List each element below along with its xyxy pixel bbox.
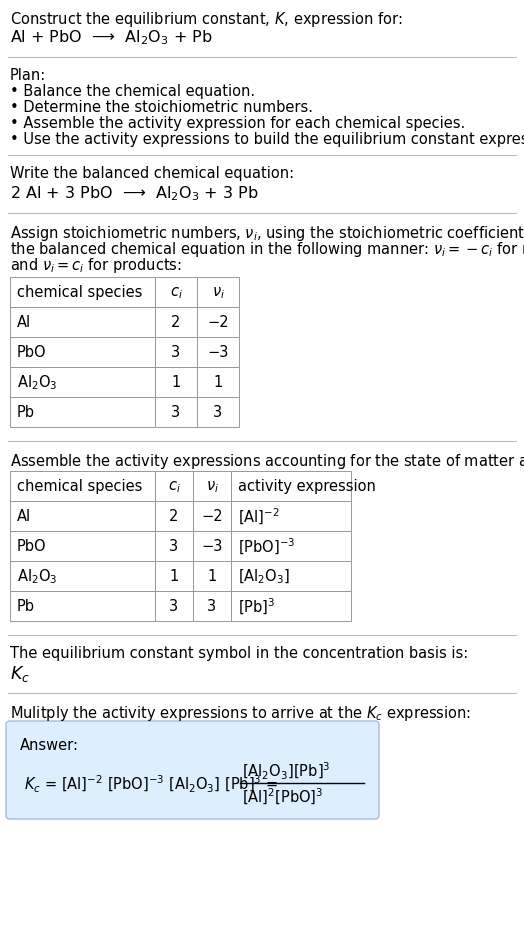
Text: 1: 1 xyxy=(208,569,216,584)
Text: 3: 3 xyxy=(169,599,179,614)
Text: $[\mathrm{Al}]^2[\mathrm{PbO}]^3$: $[\mathrm{Al}]^2[\mathrm{PbO}]^3$ xyxy=(242,786,323,806)
Text: chemical species: chemical species xyxy=(17,479,143,494)
Bar xyxy=(197,398,239,427)
Text: $c_i$: $c_i$ xyxy=(170,285,182,301)
Bar xyxy=(155,367,197,398)
Text: Al$_2$O$_3$: Al$_2$O$_3$ xyxy=(17,373,58,392)
Text: 2: 2 xyxy=(169,509,179,524)
Text: Write the balanced chemical equation:: Write the balanced chemical equation: xyxy=(10,166,294,181)
Text: Construct the equilibrium constant, $K$, expression for:: Construct the equilibrium constant, $K$,… xyxy=(10,10,402,29)
Text: Al: Al xyxy=(17,315,31,330)
Text: [Al]$^{-2}$: [Al]$^{-2}$ xyxy=(238,506,280,526)
Text: the balanced chemical equation in the following manner: $\nu_i = -c_i$ for react: the balanced chemical equation in the fo… xyxy=(10,240,524,259)
Text: $\nu_i$: $\nu_i$ xyxy=(205,479,219,494)
Text: 3: 3 xyxy=(169,539,179,554)
Text: • Balance the chemical equation.: • Balance the chemical equation. xyxy=(10,84,255,99)
Bar xyxy=(10,502,155,531)
Text: PbO: PbO xyxy=(17,346,47,360)
Text: 3: 3 xyxy=(213,405,223,420)
Text: 3: 3 xyxy=(171,405,181,420)
Bar xyxy=(193,562,231,591)
Text: Al + PbO  ⟶  Al$_2$O$_3$ + Pb: Al + PbO ⟶ Al$_2$O$_3$ + Pb xyxy=(10,28,213,47)
Bar xyxy=(197,338,239,367)
Bar xyxy=(155,531,193,562)
Text: Assemble the activity expressions accounting for the state of matter and $\nu_i$: Assemble the activity expressions accoun… xyxy=(10,451,524,470)
Text: Al$_2$O$_3$: Al$_2$O$_3$ xyxy=(17,567,58,585)
Bar xyxy=(193,531,231,562)
Text: 2 Al + 3 PbO  ⟶  Al$_2$O$_3$ + 3 Pb: 2 Al + 3 PbO ⟶ Al$_2$O$_3$ + 3 Pb xyxy=(10,184,258,203)
Text: Pb: Pb xyxy=(17,405,35,420)
Text: PbO: PbO xyxy=(17,539,47,554)
Text: 3: 3 xyxy=(208,599,216,614)
Bar xyxy=(10,278,155,307)
Bar xyxy=(10,307,155,338)
Text: Al: Al xyxy=(17,509,31,524)
Text: 1: 1 xyxy=(169,569,179,584)
Bar xyxy=(10,562,155,591)
Text: 2: 2 xyxy=(171,315,181,330)
Text: 1: 1 xyxy=(171,375,181,390)
Text: The equilibrium constant symbol in the concentration basis is:: The equilibrium constant symbol in the c… xyxy=(10,645,468,661)
Bar xyxy=(155,471,193,502)
Bar xyxy=(231,591,351,622)
Bar xyxy=(231,562,351,591)
Text: $K_c$: $K_c$ xyxy=(10,664,30,684)
Text: 3: 3 xyxy=(171,346,181,360)
Text: • Use the activity expressions to build the equilibrium constant expression.: • Use the activity expressions to build … xyxy=(10,132,524,147)
Bar xyxy=(231,531,351,562)
Text: $[\mathrm{Al_2O_3}][\mathrm{Pb}]^3$: $[\mathrm{Al_2O_3}][\mathrm{Pb}]^3$ xyxy=(242,760,331,781)
Bar xyxy=(10,338,155,367)
Bar xyxy=(10,531,155,562)
Text: Answer:: Answer: xyxy=(20,737,79,752)
FancyBboxPatch shape xyxy=(6,722,379,819)
Bar xyxy=(10,398,155,427)
Bar xyxy=(197,307,239,338)
Text: Assign stoichiometric numbers, $\nu_i$, using the stoichiometric coefficients, $: Assign stoichiometric numbers, $\nu_i$, … xyxy=(10,224,524,243)
Text: −3: −3 xyxy=(208,346,228,360)
Text: Mulitply the activity expressions to arrive at the $K_c$ expression:: Mulitply the activity expressions to arr… xyxy=(10,704,471,723)
Text: Pb: Pb xyxy=(17,599,35,614)
Bar xyxy=(155,398,197,427)
Text: [Al$_2$O$_3$]: [Al$_2$O$_3$] xyxy=(238,567,290,585)
Text: [PbO]$^{-3}$: [PbO]$^{-3}$ xyxy=(238,536,296,557)
Bar xyxy=(231,471,351,502)
Bar xyxy=(155,502,193,531)
Bar xyxy=(155,278,197,307)
Bar xyxy=(197,278,239,307)
Bar xyxy=(10,471,155,502)
Text: −2: −2 xyxy=(201,509,223,524)
Bar xyxy=(193,471,231,502)
Bar xyxy=(193,591,231,622)
Bar xyxy=(10,367,155,398)
Bar xyxy=(231,502,351,531)
Bar xyxy=(155,307,197,338)
Bar xyxy=(155,591,193,622)
Text: chemical species: chemical species xyxy=(17,286,143,300)
Text: 1: 1 xyxy=(213,375,223,390)
Text: −3: −3 xyxy=(201,539,223,554)
Text: $c_i$: $c_i$ xyxy=(168,479,180,494)
Text: and $\nu_i = c_i$ for products:: and $\nu_i = c_i$ for products: xyxy=(10,256,182,275)
Text: • Determine the stoichiometric numbers.: • Determine the stoichiometric numbers. xyxy=(10,100,313,115)
Bar xyxy=(193,502,231,531)
Text: • Assemble the activity expression for each chemical species.: • Assemble the activity expression for e… xyxy=(10,116,465,130)
Text: $K_c$ = $[\mathrm{Al}]^{-2}$ $[\mathrm{PbO}]^{-3}$ $[\mathrm{Al_2O_3}]$ $[\mathr: $K_c$ = $[\mathrm{Al}]^{-2}$ $[\mathrm{P… xyxy=(24,773,278,794)
Bar xyxy=(155,562,193,591)
Bar xyxy=(155,338,197,367)
Text: activity expression: activity expression xyxy=(238,479,376,494)
Bar xyxy=(10,591,155,622)
Bar xyxy=(197,367,239,398)
Text: Plan:: Plan: xyxy=(10,68,46,83)
Text: [Pb]$^3$: [Pb]$^3$ xyxy=(238,596,275,616)
Text: −2: −2 xyxy=(207,315,229,330)
Text: $\nu_i$: $\nu_i$ xyxy=(212,285,224,301)
